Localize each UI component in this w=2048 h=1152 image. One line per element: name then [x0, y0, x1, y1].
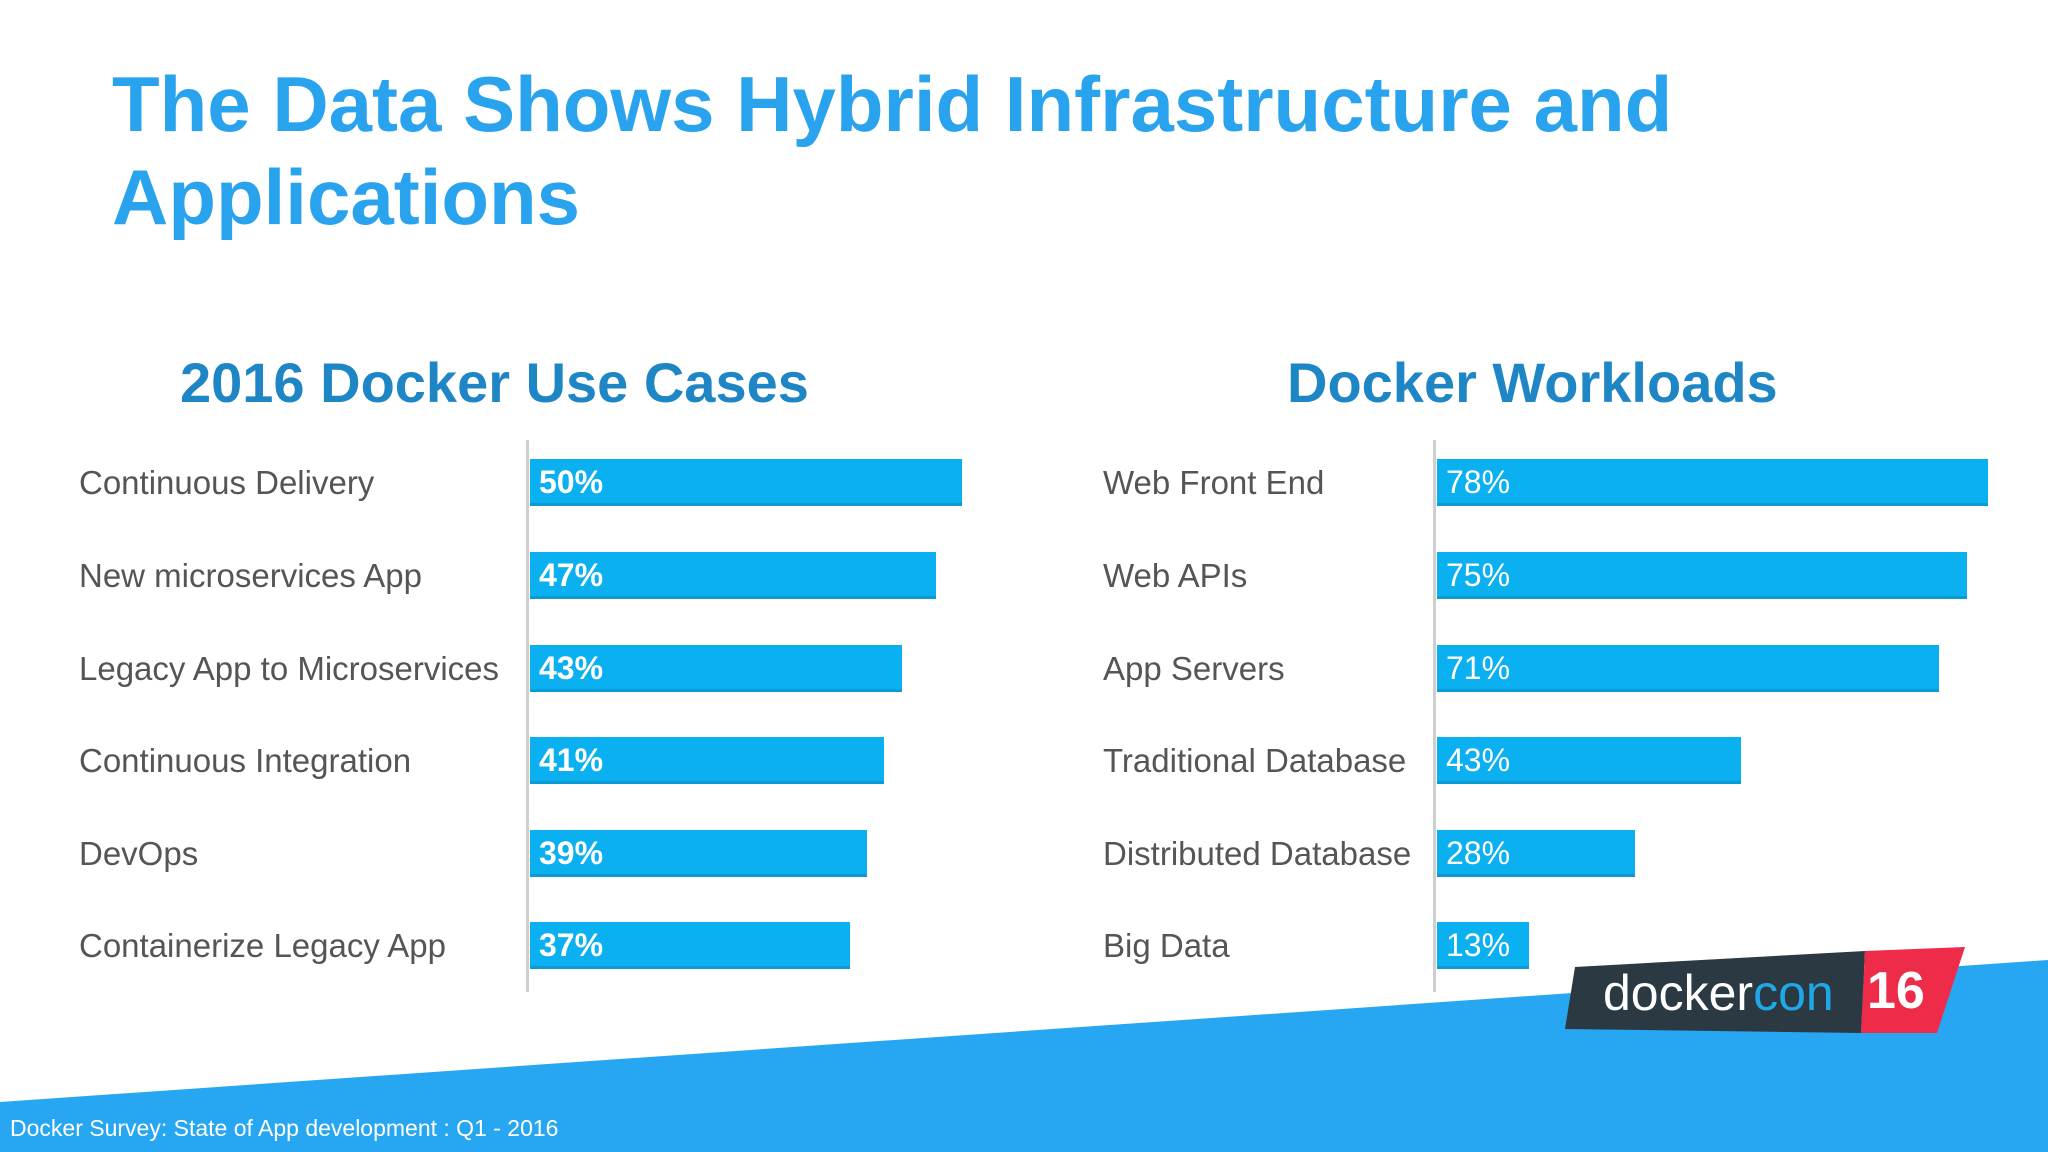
- bar-value-label: 28%: [1446, 835, 1511, 871]
- category-label: Big Data: [1103, 927, 1230, 964]
- logo-word-con: con: [1753, 965, 1834, 1021]
- bar: [530, 922, 850, 969]
- bar-value-label: 39%: [539, 835, 604, 871]
- category-label: Web Front End: [1103, 464, 1325, 501]
- category-label: Web APIs: [1103, 557, 1248, 594]
- bar-value-label: 50%: [539, 464, 604, 500]
- logo-word-docker: docker: [1603, 965, 1754, 1021]
- bar: [530, 552, 936, 599]
- bar: [530, 459, 962, 506]
- bar-value-label: 43%: [539, 650, 604, 686]
- bar-value-label: 43%: [1446, 742, 1511, 778]
- bar: [1437, 459, 1988, 506]
- logo-number: 16: [1867, 962, 1925, 1020]
- bar: [1437, 552, 1967, 599]
- bar-value-label: 13%: [1446, 927, 1511, 963]
- category-label: Continuous Delivery: [79, 464, 375, 501]
- chart-title-workloads: Docker Workloads: [1287, 351, 1778, 414]
- bar: [1437, 830, 1635, 877]
- category-label: App Servers: [1103, 650, 1285, 687]
- axis-line: [526, 440, 529, 992]
- category-label: Containerize Legacy App: [79, 927, 446, 964]
- category-label: Traditional Database: [1103, 742, 1407, 779]
- dockercon-logo: dockercon 16: [1565, 947, 1965, 1037]
- footer-source: Docker Survey: State of App development …: [10, 1115, 559, 1141]
- category-label: New microservices App: [79, 557, 422, 594]
- category-label: DevOps: [79, 835, 199, 872]
- bar-value-label: 75%: [1446, 557, 1511, 593]
- bar-value-label: 47%: [539, 557, 604, 593]
- category-label: Continuous Integration: [79, 742, 412, 779]
- bar: [1437, 922, 1529, 969]
- category-label: Distributed Database: [1103, 835, 1412, 872]
- bar-value-label: 37%: [539, 927, 604, 963]
- slide-title: The Data Shows Hybrid Infrastructure and…: [112, 60, 1673, 241]
- bar-value-label: 41%: [539, 742, 604, 778]
- bar: [530, 737, 884, 784]
- bar: [1437, 645, 1939, 692]
- bar-value-label: 71%: [1446, 650, 1511, 686]
- bar: [1437, 737, 1741, 784]
- bar-value-label: 78%: [1446, 464, 1511, 500]
- logo-shape: [1565, 947, 1965, 1033]
- chart-title-use-cases: 2016 Docker Use Cases: [180, 351, 809, 414]
- logo-word: dockercon: [1603, 965, 1834, 1021]
- bar: [530, 830, 867, 877]
- bar: [530, 645, 902, 692]
- axis-line: [1433, 440, 1436, 992]
- category-label: Legacy App to Microservices: [79, 650, 500, 687]
